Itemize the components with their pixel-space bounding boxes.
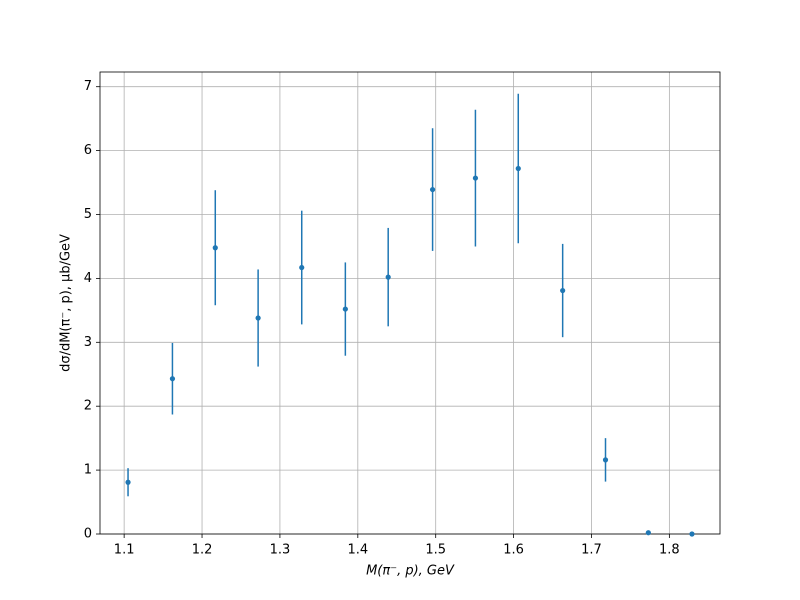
x-tick-label: 1.8 xyxy=(659,543,680,558)
x-tick-label: 1.4 xyxy=(347,543,368,558)
data-point xyxy=(342,306,348,312)
y-tick-label: 1 xyxy=(84,463,92,478)
y-tick-label: 4 xyxy=(84,271,92,286)
data-point xyxy=(385,274,391,280)
x-axis-label: M(π⁻, p), GeV xyxy=(366,564,455,579)
x-tick-label: 1.3 xyxy=(270,543,291,558)
x-tick-label: 1.6 xyxy=(503,543,524,558)
data-point xyxy=(602,457,609,463)
data-point xyxy=(472,175,479,181)
x-tick-label: 1.2 xyxy=(192,543,213,558)
data-point xyxy=(212,245,218,251)
x-tick-label: 1.1 xyxy=(114,543,135,558)
x-tick-label: 1.5 xyxy=(425,543,446,558)
y-tick-label: 3 xyxy=(84,335,92,350)
data-point xyxy=(515,165,521,172)
data-point xyxy=(125,479,131,485)
data-point xyxy=(689,531,695,537)
data-point xyxy=(255,315,261,321)
y-tick-label: 2 xyxy=(84,399,92,414)
y-axis-label: dσ/dM(π⁻, p), μb/GeV xyxy=(59,234,74,372)
data-point xyxy=(645,530,651,536)
data-point xyxy=(560,287,566,294)
data-point xyxy=(169,376,176,382)
y-tick-label: 6 xyxy=(84,143,92,158)
y-tick-label: 5 xyxy=(84,207,92,222)
data-point xyxy=(299,264,305,271)
x-tick-label: 1.7 xyxy=(581,543,602,558)
data-point xyxy=(429,186,436,193)
y-tick-label: 7 xyxy=(84,79,92,94)
y-tick-label: 0 xyxy=(84,527,92,542)
plot-frame xyxy=(99,71,721,535)
